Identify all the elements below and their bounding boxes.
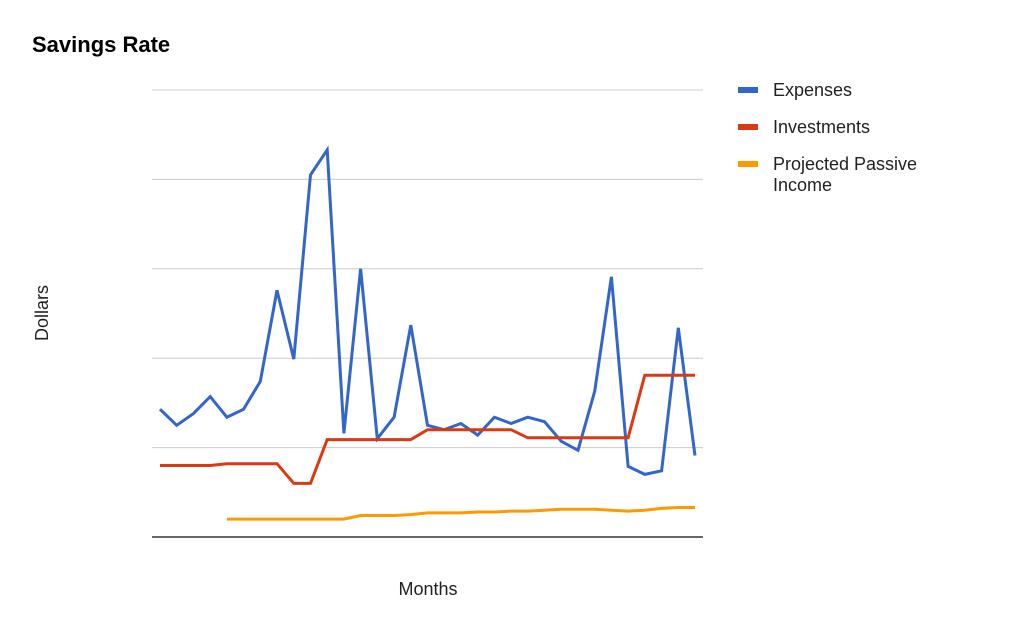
legend-label-expenses: Expenses [773,80,852,100]
series-line-projected-passive-income [226,506,695,521]
x-axis-title: Months [398,579,457,599]
legend-item-investments: Investments [738,117,870,137]
y-axis-title: Dollars [32,285,52,341]
series-line-investments [160,373,695,485]
legend: Expenses Investments Projected Passive Inco… [738,80,917,195]
series-line-expenses [158,145,697,476]
legend-swatch-investments [738,124,758,130]
legend-swatch-expenses [738,87,758,93]
legend-swatch-projected-passive-income [738,161,758,167]
legend-label-investments: Investments [773,117,870,137]
legend-label-projected-passive-income: Projected Passive Income [773,154,917,195]
legend-item-projected-passive-income: Projected Passive Income [738,154,917,195]
series-layer [158,145,697,521]
chart-title: Savings Rate [32,32,170,57]
gridlines [152,89,703,449]
legend-item-expenses: Expenses [738,80,852,100]
